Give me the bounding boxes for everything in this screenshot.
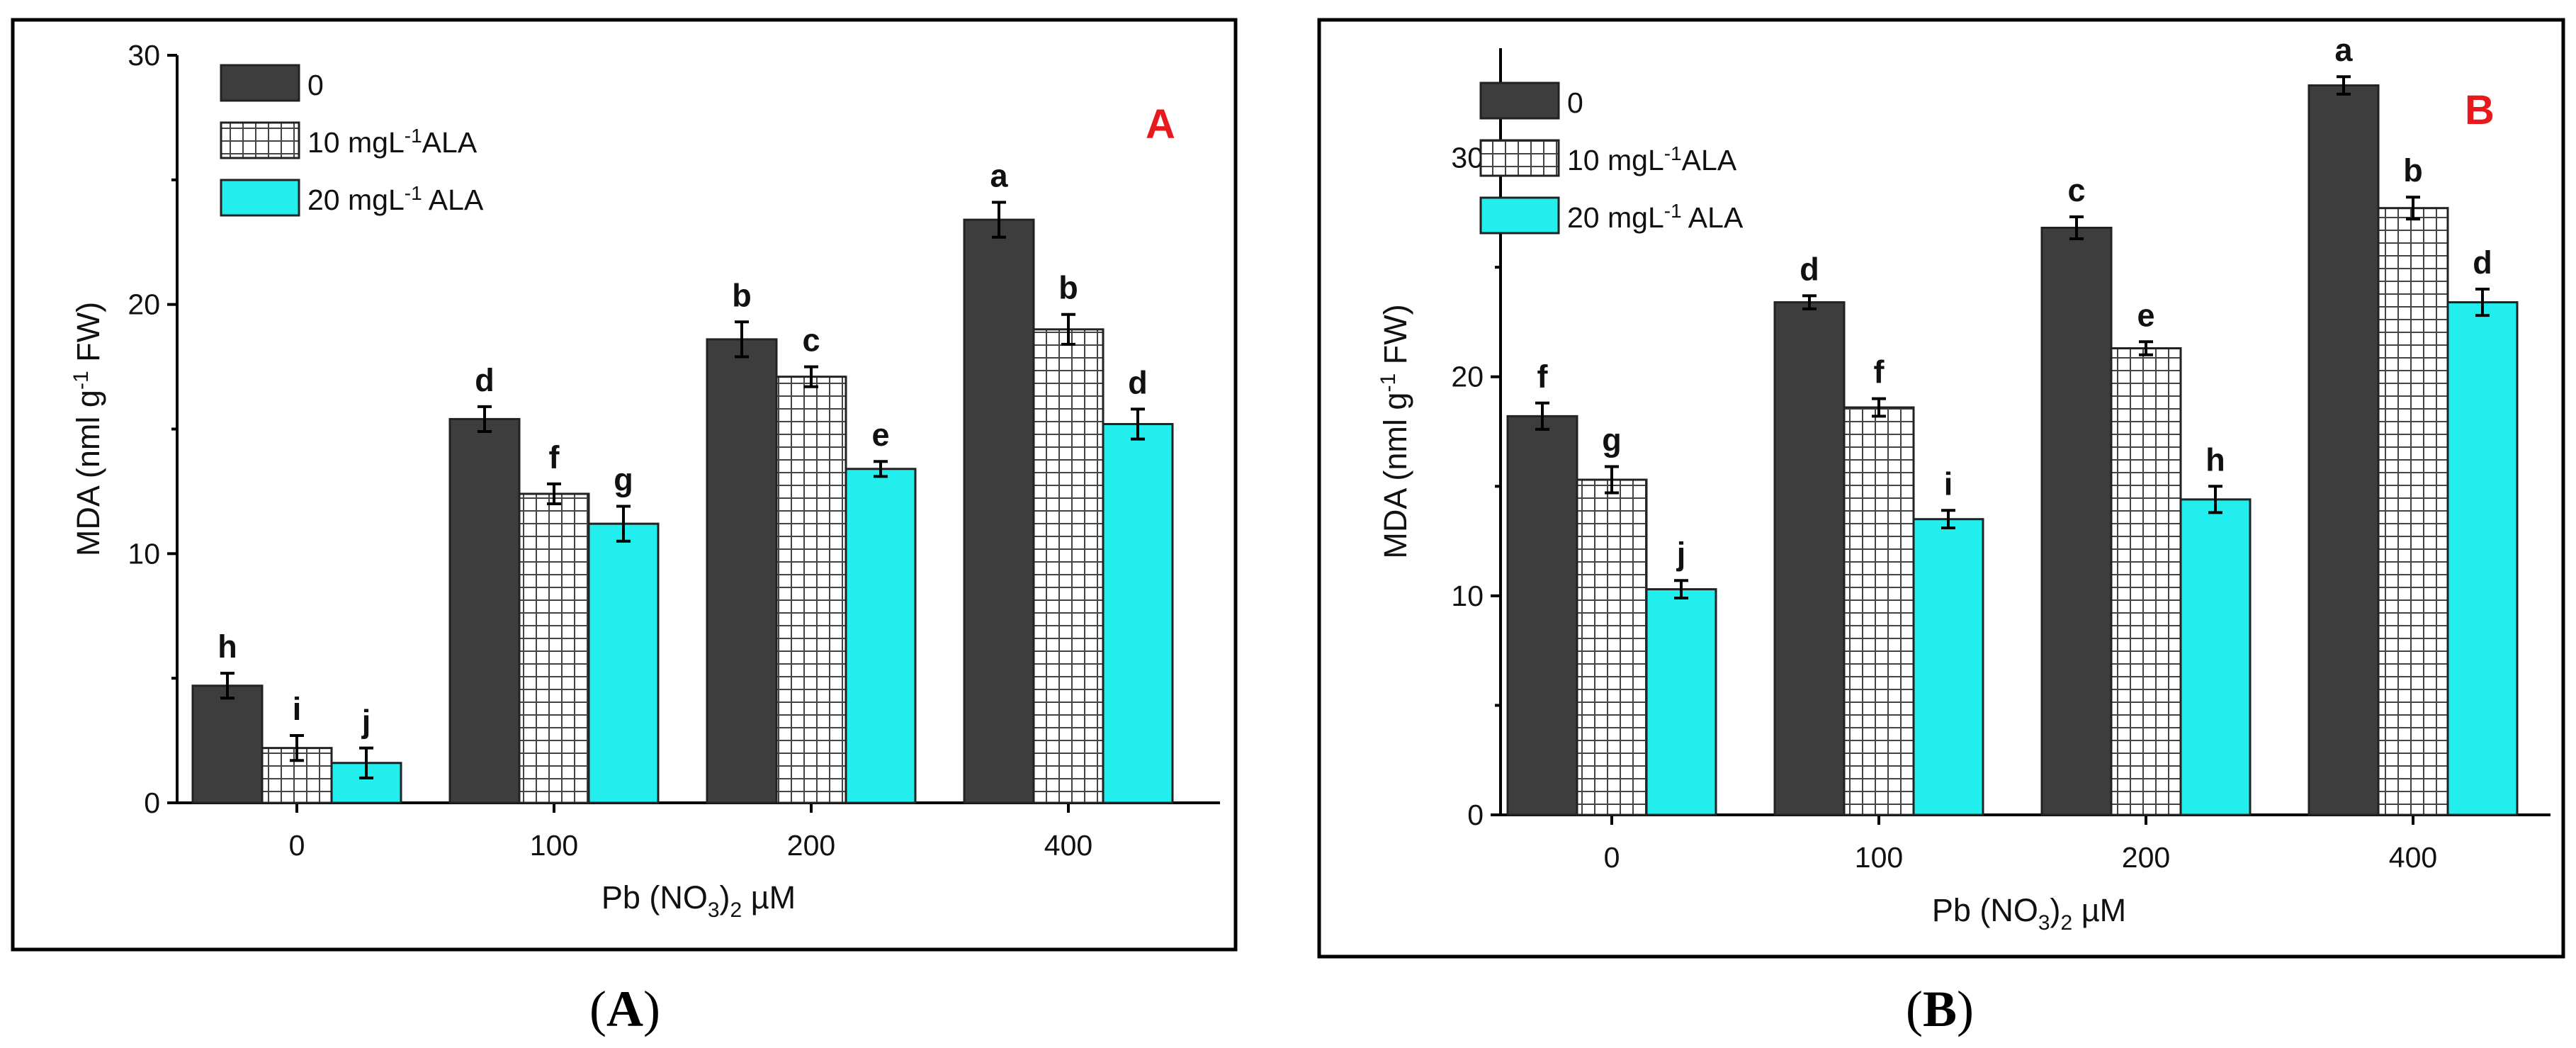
legend: 0 10 mgL-1ALA 20 mgL-1 ALA: [1479, 81, 1744, 235]
significance-letter: b: [732, 277, 752, 313]
significance-letter: f: [549, 439, 560, 475]
y-axis-title: MDA (nml g-1 FW): [1377, 304, 1413, 558]
legend-label: 0: [1567, 86, 1583, 119]
y-tick-label: 20: [128, 288, 160, 321]
y-tick-label: 20: [1451, 361, 1484, 393]
x-tick-label: 100: [1855, 841, 1903, 874]
significance-letter: d: [1128, 364, 1148, 400]
legend-label: 20 mgL-1 ALA: [307, 182, 484, 216]
significance-letter: b: [1058, 270, 1078, 306]
significance-letter: j: [361, 704, 371, 740]
panel-caption: (B): [1906, 981, 1974, 1037]
legend-label: 0: [307, 69, 324, 101]
significance-letter: j: [1676, 536, 1686, 572]
legend-swatch-grid: [1479, 139, 1560, 177]
bar-solid-cyan-200: [844, 468, 917, 804]
panel-frame: [1317, 18, 2565, 959]
legend-label: 10 mgL-1ALA: [1567, 142, 1737, 176]
legend-swatch-solid-cyan: [1479, 196, 1560, 235]
significance-letter: f: [1874, 354, 1885, 390]
bar-solid-cyan-200: [2179, 498, 2252, 816]
significance-letter: i: [1944, 466, 1953, 502]
significance-letter: i: [293, 691, 302, 727]
significance-letter: a: [2334, 32, 2353, 68]
panel-letter: A: [1146, 101, 1175, 147]
x-tick-label: 0: [1604, 841, 1620, 874]
bar-solid-dark-100: [1773, 301, 1846, 816]
x-tick-label: 400: [1044, 829, 1092, 862]
bar-solid-dark-0: [191, 684, 264, 804]
x-tick-label: 100: [530, 829, 578, 862]
y-tick-label: 30: [128, 39, 160, 72]
legend-label: 10 mgL-1ALA: [307, 125, 478, 159]
bar-solid-dark-200: [2040, 226, 2113, 816]
bar-grid-0: [1576, 478, 1648, 816]
y-tick-label: 30: [1451, 142, 1484, 174]
bar-solid-cyan-400: [2446, 301, 2519, 816]
bar-solid-dark-400: [2307, 84, 2380, 816]
bar-solid-cyan-400: [1102, 422, 1174, 804]
significance-letter: f: [1537, 359, 1549, 395]
chart-panel-a: 0 10 20 30 0 h i j 100 d f g 200 b c e 400 a b d MDA (nml g-…: [11, 18, 1238, 1037]
significance-letter: c: [2067, 172, 2085, 208]
legend-label: 20 mgL-1 ALA: [1567, 200, 1744, 234]
legend-swatch-solid-dark: [220, 64, 300, 102]
bar-grid-400: [1032, 328, 1105, 804]
significance-letter: a: [990, 157, 1008, 193]
x-tick-label: 200: [787, 829, 835, 862]
bar-grid-400: [2377, 207, 2449, 816]
bar-grid-200: [2110, 347, 2182, 816]
significance-letter: e: [871, 417, 889, 453]
bar-solid-dark-100: [448, 417, 521, 804]
x-tick-label: 400: [2389, 841, 2437, 874]
bar-grid-100: [1843, 406, 1915, 816]
y-tick-label: 10: [1451, 580, 1484, 612]
panel-frame: [11, 18, 1238, 952]
x-tick-label: 200: [2122, 841, 2170, 874]
significance-letter: d: [2473, 244, 2492, 281]
legend-swatch-solid-dark: [1479, 81, 1560, 120]
legend-swatch-grid: [220, 121, 300, 159]
bar-solid-cyan-100: [587, 522, 660, 804]
bar-solid-cyan-100: [1912, 518, 1984, 816]
panel-letter: B: [2465, 87, 2495, 133]
significance-letter: g: [1602, 422, 1622, 458]
bar-grid-200: [775, 376, 847, 804]
bar-solid-dark-200: [706, 338, 778, 804]
significance-letter: c: [802, 322, 820, 359]
panel-caption: (A): [589, 981, 660, 1037]
y-tick-label: 10: [128, 537, 160, 570]
significance-letter: d: [1800, 251, 1819, 287]
significance-letter: e: [2137, 297, 2154, 333]
x-axis-title: Pb (NO3)2 µM: [601, 879, 796, 922]
y-tick-label: 0: [144, 787, 160, 819]
bar-solid-dark-400: [963, 218, 1035, 804]
legend-swatch-solid-cyan: [220, 179, 300, 217]
significance-letter: h: [2205, 441, 2225, 478]
chart-panel-b: 0 10 20 30 0 f g j 100 d f i 200 c e h 400 a b d MDA (nml g-…: [1317, 18, 2565, 1037]
y-tick-label: 0: [1467, 799, 1484, 831]
bar-solid-dark-0: [1506, 415, 1578, 816]
bar-solid-cyan-0: [1645, 588, 1717, 816]
x-axis-title: Pb (NO3)2 µM: [1932, 892, 2126, 935]
legend: 0 10 mgL-1ALA 20 mgL-1 ALA: [220, 64, 484, 217]
significance-letter: g: [614, 462, 633, 498]
bar-grid-100: [518, 492, 590, 804]
significance-letter: b: [2403, 152, 2423, 188]
significance-letter: h: [218, 629, 237, 665]
significance-letter: d: [475, 362, 495, 398]
y-axis-title: MDA (nml g-1 FW): [69, 302, 106, 556]
x-tick-label: 0: [289, 829, 305, 862]
